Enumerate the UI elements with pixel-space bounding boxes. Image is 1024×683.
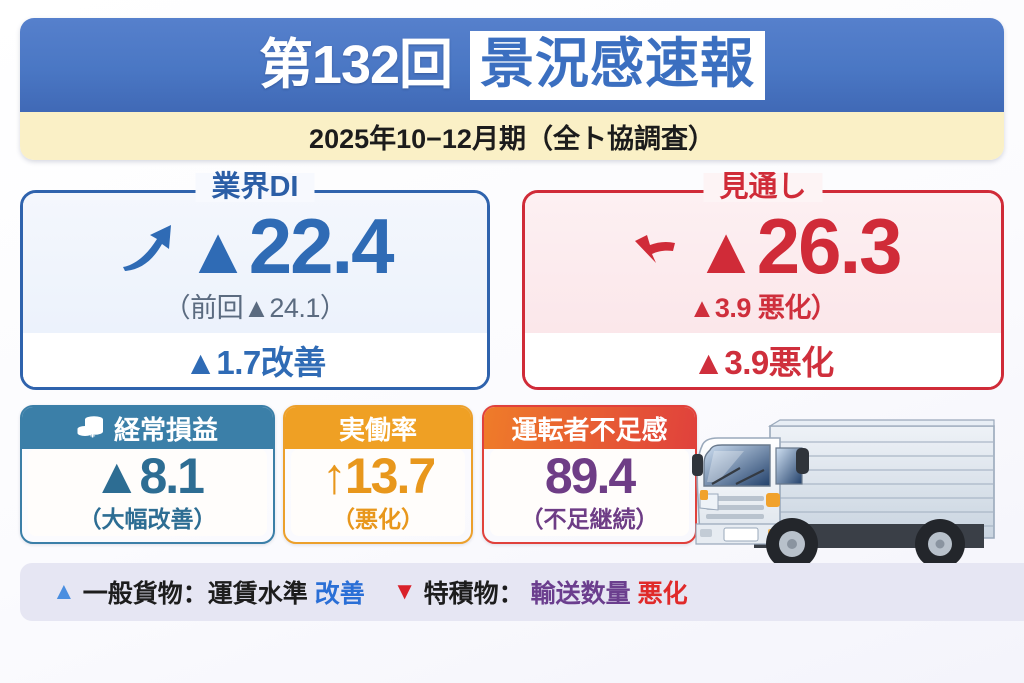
header-subtitle-band: 2025年10−12月期（全ト協調査） xyxy=(20,112,1004,160)
ordinary-profit-number: 8.1 xyxy=(139,448,205,504)
outlook-number: 26.3 xyxy=(756,202,903,291)
legend-highlight-worsen: 悪化 xyxy=(637,580,688,608)
panel-industry-di: 業界DI ▲22.4 （前回▲24.1） ▲1.7改善 xyxy=(20,173,490,390)
svg-text:¥: ¥ xyxy=(89,429,96,441)
card-label-utilization-rate: 実働率 xyxy=(338,414,417,445)
triangle-up-icon: ▲ xyxy=(52,578,76,605)
outlook-change: ▲3.9悪化 xyxy=(692,336,834,384)
outlook-change-bar: ▲3.9悪化 xyxy=(525,333,1001,387)
footer-legend-bar: ▲ 一般貨物：運賃水準 改善 ▼ 特積物： 輸送数量 悪化 xyxy=(20,563,1024,621)
legend-item-general-cargo: ▲ 一般貨物：運賃水準 改善 xyxy=(52,574,365,610)
delivery-truck-illustration xyxy=(692,419,1004,577)
coins-yen-icon: ¥ xyxy=(77,416,103,441)
card-ordinary-profit: ¥ 経常損益 ▲8.1 （大幅改善） xyxy=(20,405,275,544)
change-word: 悪化 xyxy=(768,344,835,381)
card-label-driver-shortage: 運転者不足感 xyxy=(511,414,668,445)
utilization-rate-note: （悪化） xyxy=(332,506,424,532)
change-value: 1.7 xyxy=(216,344,261,381)
card-header-utilization-rate: 実働率 xyxy=(285,407,471,449)
outlook-value: ▲26.3 xyxy=(693,207,902,285)
legend-text-ltl-cargo: 特積物： xyxy=(423,580,524,608)
change-mark: ▲ xyxy=(184,344,217,381)
ordinary-profit-value: ▲8.1 xyxy=(91,448,205,504)
triangle-down-icon: ▼ xyxy=(392,578,417,605)
industry-di-number: 22.4 xyxy=(248,202,395,291)
header-banner: 第132回 景況感速報 2025年10−12月期（全ト協調査） xyxy=(20,18,1004,160)
utilization-rate-number: 13.7 xyxy=(344,448,436,504)
triangle-mark: ▲ xyxy=(185,213,250,288)
card-utilization-rate: 実働率 ↑13.7 （悪化） xyxy=(283,405,473,544)
panel-label-outlook: 見通し xyxy=(703,173,823,202)
legend-item-ltl-cargo: ▼ 特積物： 輸送数量 悪化 xyxy=(393,574,688,610)
arrow-up-mark: ↑ xyxy=(321,448,347,504)
edition-number: 第132回 xyxy=(258,35,453,95)
card-header-driver-shortage: 運転者不足感 xyxy=(484,407,695,449)
arrow-down-curved-icon xyxy=(635,234,676,263)
triangle-mark: ▲ xyxy=(693,213,758,288)
page-title: 景況感速報 xyxy=(470,30,766,100)
survey-period: 2025年10−12月期（全ト協調査） xyxy=(309,123,715,154)
card-driver-shortage: 運転者不足感 89.4 （不足継続） xyxy=(482,405,697,544)
industry-di-previous: （前回▲24.1） xyxy=(163,292,347,323)
outlook-subnote: ▲3.9 悪化） xyxy=(688,292,838,323)
panel-outlook: 見通し ▲26.3 ▲3.9 悪化） ▲3.9悪化 xyxy=(522,173,1004,390)
card-header-ordinary-profit: ¥ 経常損益 xyxy=(22,407,273,449)
card-label-ordinary-profit: 経常損益 xyxy=(113,414,218,445)
change-value: 3.9 xyxy=(724,344,769,381)
industry-di-change-bar: ▲1.7改善 xyxy=(23,333,487,387)
driver-shortage-value: 89.4 xyxy=(544,448,636,504)
utilization-rate-value: ↑13.7 xyxy=(321,448,436,504)
driver-shortage-note: （不足継続） xyxy=(520,506,659,532)
change-mark: ▲ xyxy=(692,344,725,381)
change-word: 改善 xyxy=(260,344,327,381)
legend-highlight-improve: 改善 xyxy=(314,580,365,608)
legend-text-general-cargo: 一般貨物：運賃水準 xyxy=(82,580,308,608)
triangle-mark: ▲ xyxy=(91,448,141,504)
arrow-up-curved-icon xyxy=(123,224,172,271)
ordinary-profit-note: （大幅改善） xyxy=(78,506,217,532)
industry-di-change: ▲1.7改善 xyxy=(184,336,326,384)
legend-text-transport-volume: 輸送数量 xyxy=(530,580,631,608)
panel-label-industry-di: 業界DI xyxy=(195,173,315,202)
header-title-band: 第132回 景況感速報 xyxy=(20,18,1004,112)
industry-di-value: ▲22.4 xyxy=(185,207,394,285)
